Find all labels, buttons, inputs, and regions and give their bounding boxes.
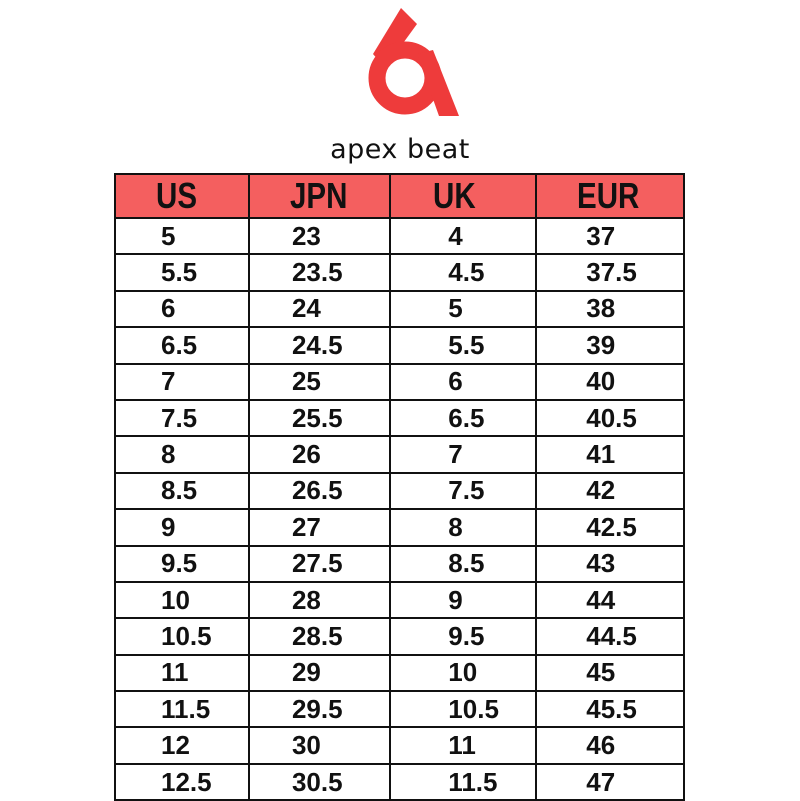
size-cell-eur: 45: [535, 653, 685, 692]
column-header-us: US: [114, 174, 250, 218]
size-cell-jpn: 28: [247, 580, 392, 619]
size-cell-jpn: 29.5: [247, 690, 392, 728]
size-cell-uk: 11: [389, 726, 538, 764]
size-cell-uk: 9.5: [389, 617, 538, 655]
size-cell-us: 10.5: [114, 617, 250, 655]
size-cell-jpn: 24: [247, 289, 392, 328]
size-cell-us: 8.5: [114, 471, 250, 510]
apex-beat-logo-icon: [368, 8, 459, 116]
size-cell-uk: 6: [389, 362, 538, 400]
size-cell-us: 12: [114, 726, 250, 764]
size-cell-jpn: 26: [247, 435, 392, 473]
size-cell-uk: 7: [389, 435, 538, 473]
size-cell-eur: 42.5: [535, 508, 685, 546]
size-cell-eur: 38: [535, 289, 685, 328]
size-cell-us: 12.5: [114, 762, 250, 801]
size-cell-uk: 10: [389, 653, 538, 692]
table-row: 12.5 30.5 11.5 47: [114, 762, 685, 801]
column-header-label: UK: [433, 175, 476, 216]
column-header-label: JPN: [289, 175, 348, 216]
size-cell-us: 9: [114, 508, 250, 546]
size-cell-uk: 9: [389, 580, 538, 619]
table-row: 10 28 9 44: [114, 580, 685, 619]
table-row: 12 30 11 46: [114, 726, 685, 764]
size-cell-jpn: 30.5: [247, 762, 392, 801]
size-cell-eur: 42: [535, 471, 685, 510]
size-cell-eur: 37: [535, 216, 685, 255]
size-cell-jpn: 29: [247, 653, 392, 692]
size-cell-eur: 40: [535, 362, 685, 400]
size-cell-jpn: 24.5: [247, 326, 392, 364]
column-header-uk: UK: [389, 174, 538, 218]
size-cell-uk: 6.5: [389, 398, 538, 437]
size-cell-us: 8: [114, 435, 250, 473]
size-cell-us: 7: [114, 362, 250, 400]
size-cell-uk: 11.5: [389, 762, 538, 801]
size-cell-uk: 8.5: [389, 544, 538, 582]
table-row: 5.5 23.5 4.5 37.5: [114, 253, 685, 291]
size-cell-uk: 5.5: [389, 326, 538, 364]
size-cell-us: 5: [114, 216, 250, 255]
size-cell-jpn: 25.5: [247, 398, 392, 437]
table-row: 11 29 10 45: [114, 653, 685, 692]
table-row: 10.5 28.5 9.5 44.5: [114, 617, 685, 655]
table-row: 6 24 5 38: [114, 289, 685, 328]
size-cell-eur: 46: [535, 726, 685, 764]
table-row: 9 27 8 42.5: [114, 508, 685, 546]
size-cell-uk: 8: [389, 508, 538, 546]
column-header-label: EUR: [577, 175, 640, 216]
size-cell-jpn: 25: [247, 362, 392, 400]
column-header-label: US: [156, 175, 198, 216]
size-cell-us: 6: [114, 289, 250, 328]
column-header-jpn: JPN: [247, 174, 392, 218]
size-cell-jpn: 28.5: [247, 617, 392, 655]
size-cell-eur: 45.5: [535, 690, 685, 728]
size-cell-jpn: 23.5: [247, 253, 392, 291]
size-cell-eur: 40.5: [535, 398, 685, 437]
size-chart-table: US JPN UK EUR 5 23 4 37 5.5 23.5 4.5 37.5 6 24 5 38 6.5…: [114, 173, 685, 801]
size-cell-us: 11: [114, 653, 250, 692]
table-row: 9.5 27.5 8.5 43: [114, 544, 685, 582]
column-header-eur: EUR: [535, 174, 685, 218]
size-cell-eur: 43: [535, 544, 685, 582]
size-cell-jpn: 27.5: [247, 544, 392, 582]
size-cell-jpn: 30: [247, 726, 392, 764]
size-cell-us: 5.5: [114, 253, 250, 291]
table-row: 8.5 26.5 7.5 42: [114, 471, 685, 510]
table-row: 6.5 24.5 5.5 39: [114, 326, 685, 364]
size-cell-jpn: 23: [247, 216, 392, 255]
size-cell-eur: 44: [535, 580, 685, 619]
size-cell-uk: 5: [389, 289, 538, 328]
table-row: 11.5 29.5 10.5 45.5: [114, 690, 685, 728]
table-row: 8 26 7 41: [114, 435, 685, 473]
size-cell-eur: 47: [535, 762, 685, 801]
size-cell-jpn: 26.5: [247, 471, 392, 510]
size-cell-us: 7.5: [114, 398, 250, 437]
size-cell-jpn: 27: [247, 508, 392, 546]
size-cell-uk: 7.5: [389, 471, 538, 510]
table-row: 7 25 6 40: [114, 362, 685, 400]
table-row: 7.5 25.5 6.5 40.5: [114, 398, 685, 437]
brand-name: apex beat: [330, 134, 470, 165]
size-cell-us: 9.5: [114, 544, 250, 582]
size-cell-eur: 44.5: [535, 617, 685, 655]
size-cell-eur: 41: [535, 435, 685, 473]
size-cell-us: 11.5: [114, 690, 250, 728]
size-cell-uk: 10.5: [389, 690, 538, 728]
header-row: US JPN UK EUR: [114, 174, 685, 218]
size-cell-us: 10: [114, 580, 250, 619]
size-cell-eur: 39: [535, 326, 685, 364]
table-row: 5 23 4 37: [114, 216, 685, 255]
size-cell-eur: 37.5: [535, 253, 685, 291]
size-cell-uk: 4: [389, 216, 538, 255]
size-cell-us: 6.5: [114, 326, 250, 364]
size-cell-uk: 4.5: [389, 253, 538, 291]
